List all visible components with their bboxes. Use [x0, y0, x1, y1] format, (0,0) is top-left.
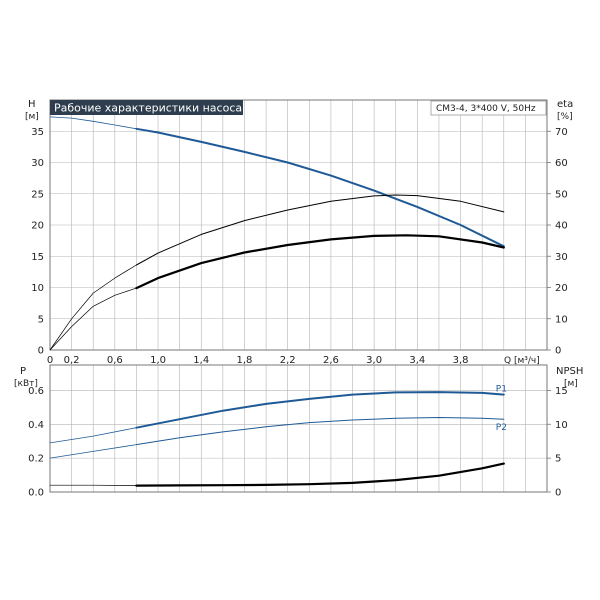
series-line-thin: [49, 427, 137, 444]
series-line: [135, 417, 505, 446]
left-tick-label: 0.0: [28, 488, 44, 499]
left-tick-label: 15: [31, 252, 44, 263]
series-labels: P1 P2: [496, 385, 507, 434]
right-tick-label: 40: [555, 221, 568, 232]
x-tick-label: 3,0: [366, 355, 382, 366]
left-tick-label: 30: [31, 158, 44, 169]
right-tick-label: 20: [555, 283, 568, 294]
right-axis-unit-npsh: [м]: [564, 379, 578, 389]
series-line: [135, 462, 505, 487]
series-line: [135, 127, 505, 248]
series-line: [135, 391, 505, 429]
left-axis-unit-p: [кВт]: [14, 379, 38, 389]
x-tick-label: 1,0: [150, 355, 166, 366]
x-tick-label: 1,4: [193, 355, 209, 366]
x-tick-label: 2,6: [323, 355, 339, 366]
right-axis-unit-eta: [%]: [557, 112, 573, 122]
chart-title: Рабочие характеристики насоса: [54, 102, 242, 115]
x-tick-label: 3,8: [453, 355, 469, 366]
x-tick-label: 2,2: [280, 355, 296, 366]
right-tick-label: 30: [555, 252, 568, 263]
title-banner: [50, 100, 243, 115]
right-tick-label: 10: [555, 420, 568, 431]
x-tick-label: 0,2: [64, 355, 80, 366]
series-line-thin: [49, 264, 137, 351]
left-axis-label-p: P: [20, 366, 26, 377]
bottom-panel-frame: [49, 364, 548, 493]
x-tick-label: 0: [47, 355, 53, 366]
series-line: [135, 234, 505, 290]
series-label-p1: P1: [496, 385, 507, 395]
series-line-thin: [49, 287, 137, 351]
left-tick-label: 20: [31, 221, 44, 232]
bottom-tick-labels: 0.0 0.2 0.4 0.6 0 5 10 15: [28, 386, 568, 499]
x-axis-label-q: Q [м³/ч]: [504, 356, 540, 366]
bottom-panel-grid: [49, 365, 551, 493]
x-tick-label: 0,6: [107, 355, 123, 366]
right-tick-label: 70: [555, 127, 568, 138]
right-tick-label: 0: [555, 488, 561, 499]
series-line-thin: [49, 444, 137, 459]
series-line: [135, 194, 505, 266]
series-lines: [49, 116, 505, 487]
left-tick-label: 0.2: [28, 454, 44, 465]
right-tick-label: 50: [555, 189, 568, 200]
right-tick-label: 15: [555, 386, 568, 397]
left-axis-label-h: H: [28, 99, 36, 110]
top-panel-frame: [49, 99, 548, 351]
model-label: CM3-4, 3*400 V, 50Hz: [436, 104, 536, 114]
model-box: [430, 100, 547, 116]
x-tick-label: 1,8: [237, 355, 253, 366]
right-tick-label: 5: [555, 454, 561, 465]
right-axis-label-npsh: NPSH: [556, 366, 583, 377]
right-tick-label: 10: [555, 314, 568, 325]
x-tick-label: 3,4: [409, 355, 425, 366]
left-tick-label: 0: [38, 346, 44, 357]
left-tick-label: 35: [31, 127, 44, 138]
right-tick-label: 0: [555, 346, 561, 357]
left-tick-label: 5: [38, 314, 44, 325]
top-panel-grid: [49, 100, 551, 351]
left-tick-label: 0.4: [28, 420, 44, 431]
top-tick-labels: 0 5 10 15 20 25 30 35 0 10 20 30 40 50 60 70 0 0,2 0,6 1,0 1…: [31, 127, 567, 366]
left-tick-label: 25: [31, 189, 44, 200]
left-tick-label: 10: [31, 283, 44, 294]
left-tick-label: 0.6: [28, 386, 44, 397]
series-line-thin: [49, 116, 137, 130]
right-axis-label-eta: eta: [557, 99, 573, 110]
series-label-p2: P2: [496, 423, 507, 433]
right-tick-label: 60: [555, 158, 568, 169]
left-axis-unit-h: [м]: [25, 112, 39, 122]
